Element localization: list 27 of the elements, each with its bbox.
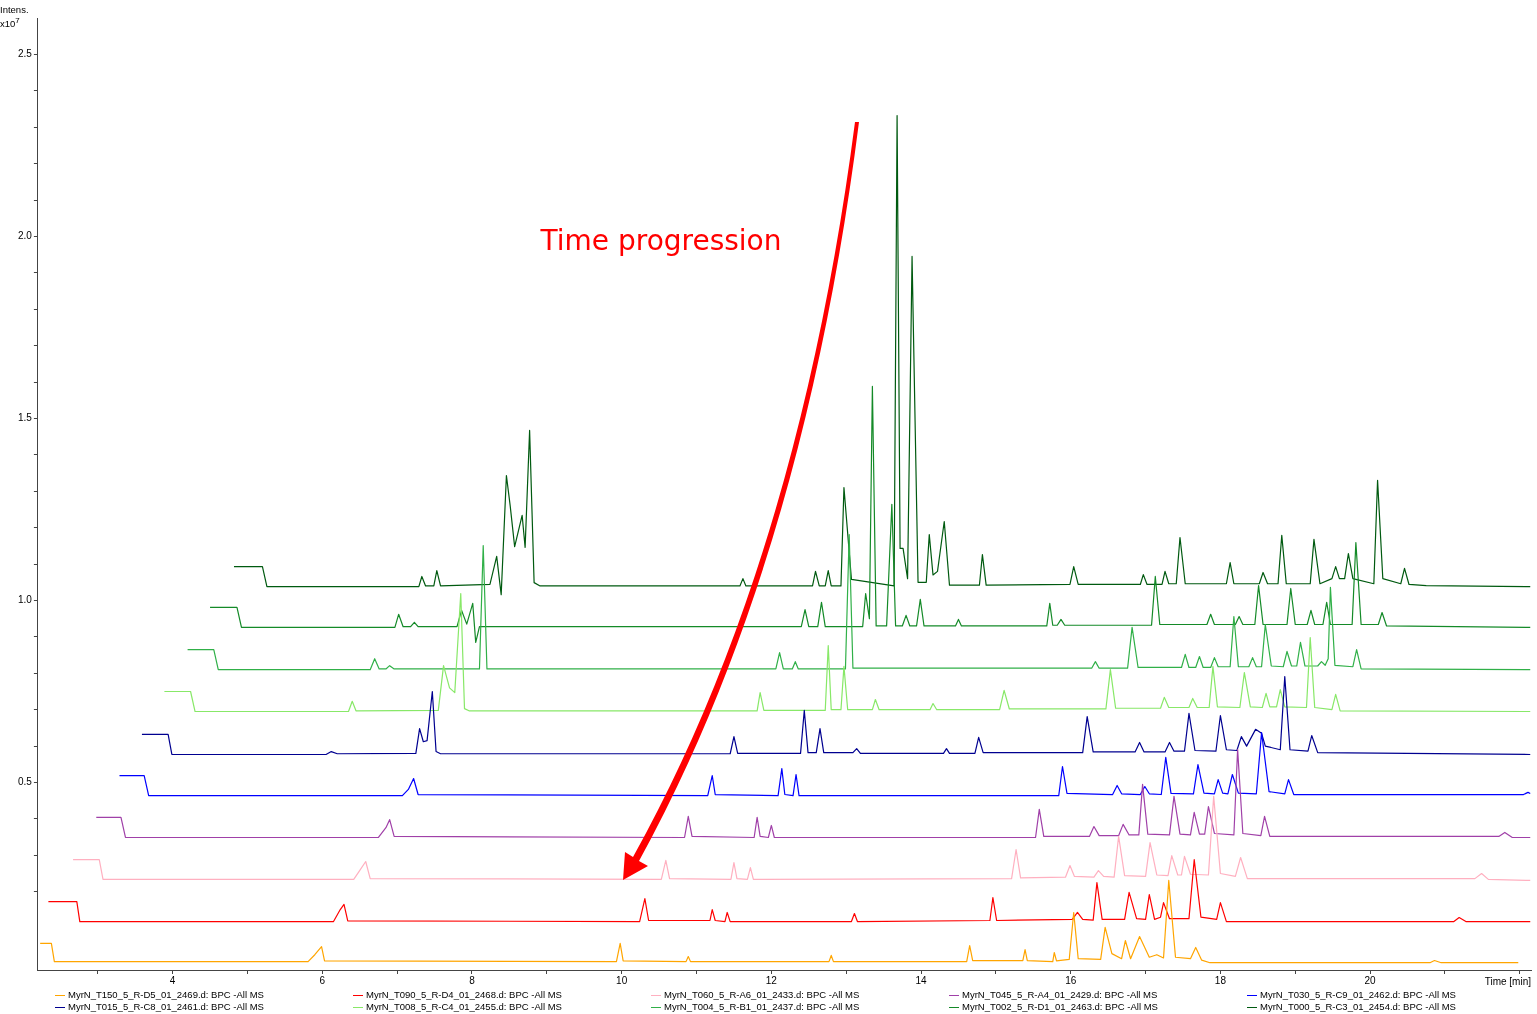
y-tick-label: 0.5 <box>18 776 33 788</box>
legend-label: MyrN_T015_5_R-C8_01_2461.d: BPC -All MS <box>68 1001 264 1013</box>
legend-label: MyrN_T004_5_R-B1_01_2437.d: BPC -All MS <box>664 1001 860 1013</box>
legend-label: MyrN_T030_5_R-C9_01_2462.d: BPC -All MS <box>1260 989 1456 1001</box>
x-tick-label: 10 <box>616 974 628 986</box>
legend-label: MyrN_T000_5_R-C3_01_2454.d: BPC -All MS <box>1260 1001 1456 1013</box>
legend-label: MyrN_T150_5_R-D5_01_2469.d: BPC -All MS <box>68 989 264 1001</box>
y-tick-label: 2.5 <box>18 48 33 60</box>
x-tick-label: 4 <box>169 974 176 986</box>
annotation: Time progression <box>539 224 782 258</box>
legend-label: MyrN_T045_5_R-A4_01_2429.d: BPC -All MS <box>962 989 1158 1001</box>
y-tick-label: 1.5 <box>18 412 33 424</box>
y-tick-label: 1.0 <box>18 594 33 606</box>
legend-label: MyrN_T008_5_R-C4_01_2455.d: BPC -All MS <box>366 1001 562 1013</box>
legend-label: MyrN_T090_5_R-D4_01_2468.d: BPC -All MS <box>366 989 562 1001</box>
x-tick-label: 8 <box>469 974 476 986</box>
x-tick-label: 16 <box>1065 974 1077 986</box>
x-tick-label: 14 <box>915 974 928 986</box>
y-axis-title: Intens. x10$^{7}$ <box>0 4 30 30</box>
x-tick-label: 6 <box>319 974 326 986</box>
legend-label: MyrN_T002_5_R-D1_01_2463.d: BPC -All MS <box>962 1001 1158 1013</box>
x-tick-label: 20 <box>1364 974 1377 986</box>
legend-label: MyrN_T060_5_R-A6_01_2433.d: BPC -All MS <box>664 989 860 1001</box>
y-tick-label: 2.0 <box>18 230 33 242</box>
x-axis-title: Time [min] <box>1484 975 1532 987</box>
x-tick-label: 12 <box>765 974 778 986</box>
x-tick-label: 18 <box>1214 974 1227 986</box>
